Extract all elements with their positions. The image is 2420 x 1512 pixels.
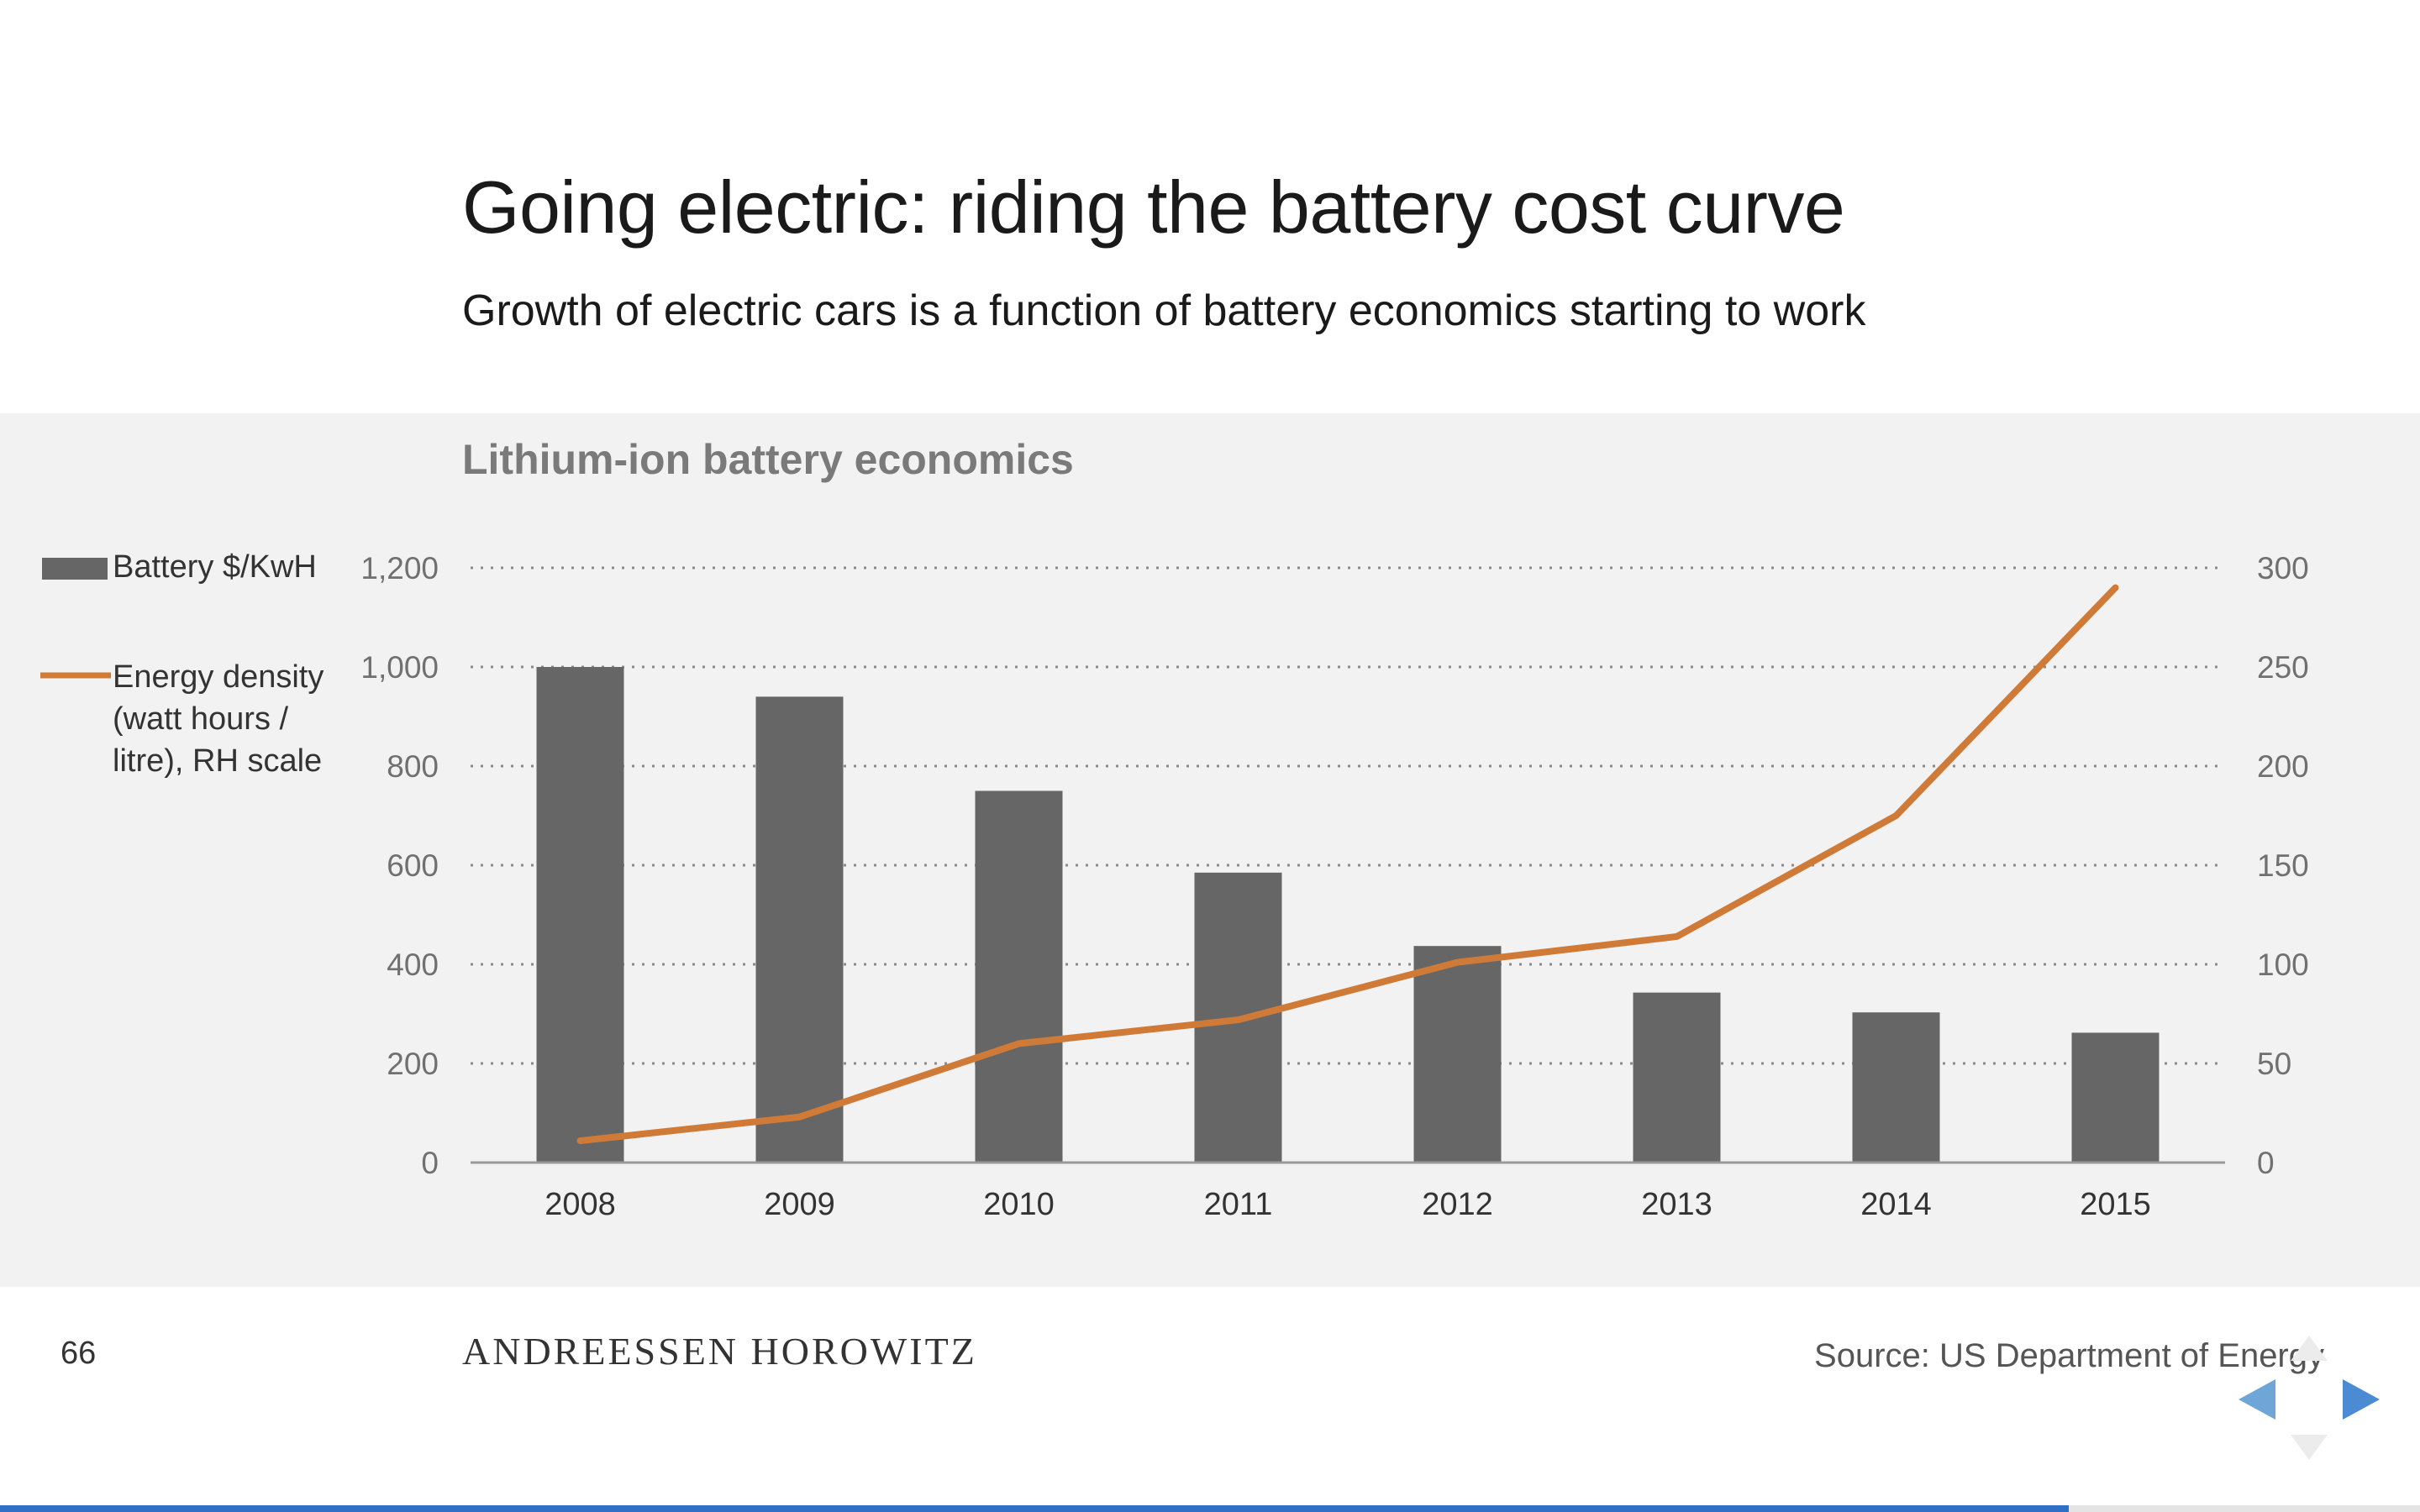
axes: 0 200 400 600 800 1,000 1,200 0 50 100 150 200 250 30…	[360, 551, 2308, 1222]
x-tick-label: 2014	[1860, 1187, 1932, 1222]
x-tick-label: 2015	[2080, 1187, 2151, 1222]
bar-series	[536, 667, 2160, 1163]
nav-up-icon[interactable]	[2291, 1336, 2328, 1361]
bar-2014	[1852, 1012, 1940, 1163]
bar-2010	[975, 790, 1063, 1163]
triangle-right-icon[interactable]	[2343, 1379, 2380, 1420]
slide-progress-fill	[0, 1505, 2070, 1512]
x-tick-label: 2013	[1641, 1187, 1712, 1222]
slide-title: Going electric: riding the battery cost …	[462, 165, 1845, 249]
bar-2009	[755, 696, 844, 1163]
y-left-tick-label: 0	[421, 1146, 439, 1180]
y-right-tick-label: 200	[2257, 749, 2309, 784]
bar-2015	[2071, 1032, 2160, 1163]
x-tick-label: 2012	[1422, 1187, 1493, 1222]
slide-progress-bar	[0, 1505, 2420, 1512]
legend-label-bar: Battery $/KwH	[113, 549, 317, 585]
legend-label-line: Energy density (watt hours / litre), RH sc…	[113, 659, 324, 779]
x-tick-label: 2008	[544, 1187, 616, 1222]
brand-logo-text: ANDREESSEN HOROWITZ	[462, 1330, 977, 1373]
source-note: Source: US Department of Energy	[1814, 1337, 2324, 1374]
y-right-tick-label: 250	[2257, 650, 2309, 685]
nav-down-icon[interactable]	[2291, 1435, 2328, 1460]
y-left-tick-label: 600	[387, 848, 439, 883]
y-right-tick-label: 100	[2257, 948, 2309, 982]
y-left-tick-label: 1,200	[360, 551, 439, 585]
y-left-tick-label: 1,000	[360, 650, 439, 685]
legend-swatch-bar	[42, 558, 108, 580]
legend: Battery $/KwH Energy density (watt hours /…	[40, 549, 324, 779]
x-tick-label: 2011	[1204, 1187, 1273, 1222]
bar-2012	[1413, 946, 1502, 1163]
energy-density-line	[576, 584, 2119, 1145]
page-number: 66	[60, 1336, 97, 1371]
y-left-tick-label: 800	[387, 749, 439, 784]
y-right-tick-label: 300	[2257, 551, 2309, 585]
chart-panel: Lithium-ion battery economics 0 200 400 600…	[0, 413, 2420, 1287]
y-right-tick-label: 0	[2257, 1146, 2275, 1180]
slide-subtitle: Growth of electric cars is a function of…	[462, 286, 1866, 335]
x-tick-label: 2010	[983, 1187, 1055, 1222]
chart-title: Lithium-ion battery economics	[462, 436, 1074, 483]
bar-2008	[536, 667, 624, 1163]
y-right-tick-label: 150	[2257, 848, 2309, 883]
line-series	[576, 584, 2119, 1145]
y-right-tick-label: 50	[2257, 1047, 2291, 1081]
battery-economics-chart: Lithium-ion battery economics 0 200 400 600…	[40, 436, 2309, 1222]
y-left-tick-label: 200	[387, 1047, 439, 1081]
y-left-tick-label: 400	[387, 948, 439, 982]
bar-2013	[1633, 992, 1721, 1163]
triangle-left-icon[interactable]	[2238, 1379, 2275, 1420]
x-tick-label: 2009	[764, 1187, 835, 1222]
